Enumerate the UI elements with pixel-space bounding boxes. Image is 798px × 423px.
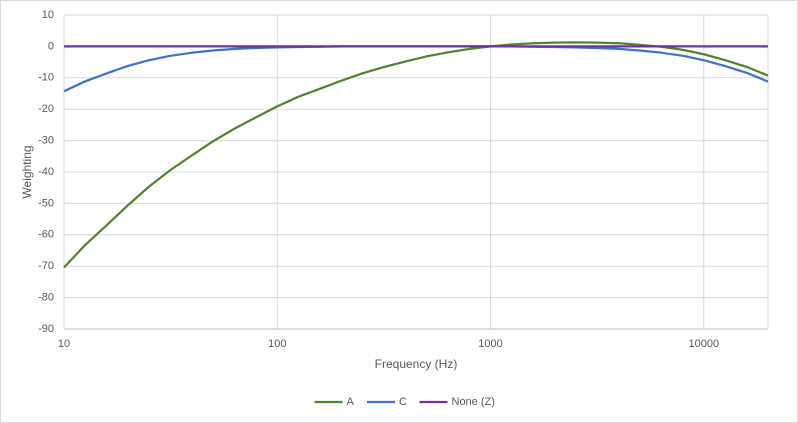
legend-label: C: [399, 396, 407, 408]
y-tick-label: -30: [38, 135, 54, 147]
x-tick-label: 1000: [478, 338, 502, 350]
y-tick-label: -90: [38, 323, 54, 335]
y-tick-label: -80: [38, 292, 54, 304]
legend-label: None (Z): [452, 396, 495, 408]
y-tick-label: -10: [38, 72, 54, 84]
x-axis-title: Frequency (Hz): [375, 357, 458, 371]
y-tick-label: -60: [38, 229, 54, 241]
y-tick-label: -50: [38, 197, 54, 209]
x-tick-label: 10: [58, 338, 70, 350]
y-tick-label: -20: [38, 103, 54, 115]
y-tick-label: -70: [38, 260, 54, 272]
y-tick-label: 0: [48, 40, 54, 52]
y-axis-title: Weighting: [20, 145, 34, 198]
legend-label: A: [347, 396, 355, 408]
y-tick-label: -40: [38, 166, 54, 178]
x-tick-label: 10000: [689, 338, 720, 350]
x-tick-label: 100: [268, 338, 286, 350]
y-tick-label: 10: [42, 9, 54, 21]
